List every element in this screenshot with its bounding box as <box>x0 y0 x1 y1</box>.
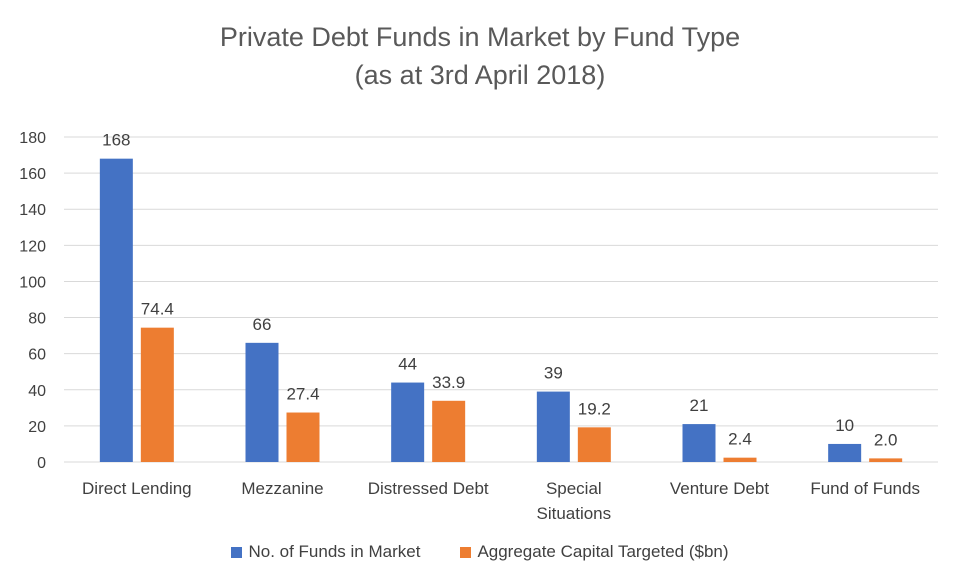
x-tick-label: Fund of Funds <box>810 479 920 498</box>
data-label: 2.4 <box>728 430 752 449</box>
x-tick-label: Special <box>546 479 602 498</box>
y-tick-label: 40 <box>28 383 46 400</box>
x-tick-label: Distressed Debt <box>368 479 489 498</box>
bar <box>536 391 570 462</box>
data-label: 27.4 <box>286 385 319 404</box>
data-label: 168 <box>102 131 130 150</box>
data-label: 74.4 <box>141 300 174 319</box>
y-tick-label: 100 <box>19 274 46 291</box>
x-tick-label: Venture Debt <box>670 479 770 498</box>
legend-swatch-funds <box>231 546 243 558</box>
data-label: 19.2 <box>578 399 611 418</box>
data-label: 21 <box>690 396 709 415</box>
x-tick-label: Mezzanine <box>241 479 323 498</box>
legend-swatch-capital <box>460 546 472 558</box>
y-tick-label: 0 <box>37 455 46 472</box>
legend-label-funds: No. of Funds in Market <box>248 542 421 561</box>
y-tick-label: 120 <box>19 238 46 255</box>
data-label: 66 <box>253 315 272 334</box>
legend-label-capital: Aggregate Capital Targeted ($bn) <box>477 542 729 561</box>
y-tick-label: 20 <box>28 419 46 436</box>
y-tick-label: 60 <box>28 347 46 364</box>
y-tick-label: 80 <box>28 311 46 328</box>
bar <box>828 443 862 462</box>
data-label: 44 <box>398 355 417 374</box>
data-label: 33.9 <box>432 373 465 392</box>
y-tick-label: 140 <box>19 202 46 219</box>
legend: No. of Funds in Market Aggregate Capital… <box>0 542 960 562</box>
bar <box>869 458 903 462</box>
bar <box>682 424 716 462</box>
data-label: 2.0 <box>874 430 898 449</box>
bar <box>391 382 425 462</box>
bar <box>140 327 174 462</box>
x-tick-label: Situations <box>536 504 611 523</box>
bar <box>577 427 611 462</box>
bar <box>99 158 133 462</box>
x-tick-label: Direct Lending <box>82 479 192 498</box>
bar <box>286 412 320 462</box>
data-label: 10 <box>835 416 854 435</box>
bar <box>432 400 466 462</box>
bar <box>723 457 757 462</box>
data-label: 39 <box>544 364 563 383</box>
y-tick-label: 180 <box>19 130 46 147</box>
chart-title-line2: (as at 3rd April 2018) <box>354 60 606 90</box>
bar <box>245 342 279 462</box>
legend-item-capital: Aggregate Capital Targeted ($bn) <box>460 542 729 562</box>
y-tick-label: 160 <box>19 166 46 183</box>
legend-item-funds: No. of Funds in Market <box>231 542 420 562</box>
chart-title: Private Debt Funds in Market by Fund Typ… <box>0 18 960 94</box>
chart-title-line1: Private Debt Funds in Market by Fund Typ… <box>219 22 741 52</box>
